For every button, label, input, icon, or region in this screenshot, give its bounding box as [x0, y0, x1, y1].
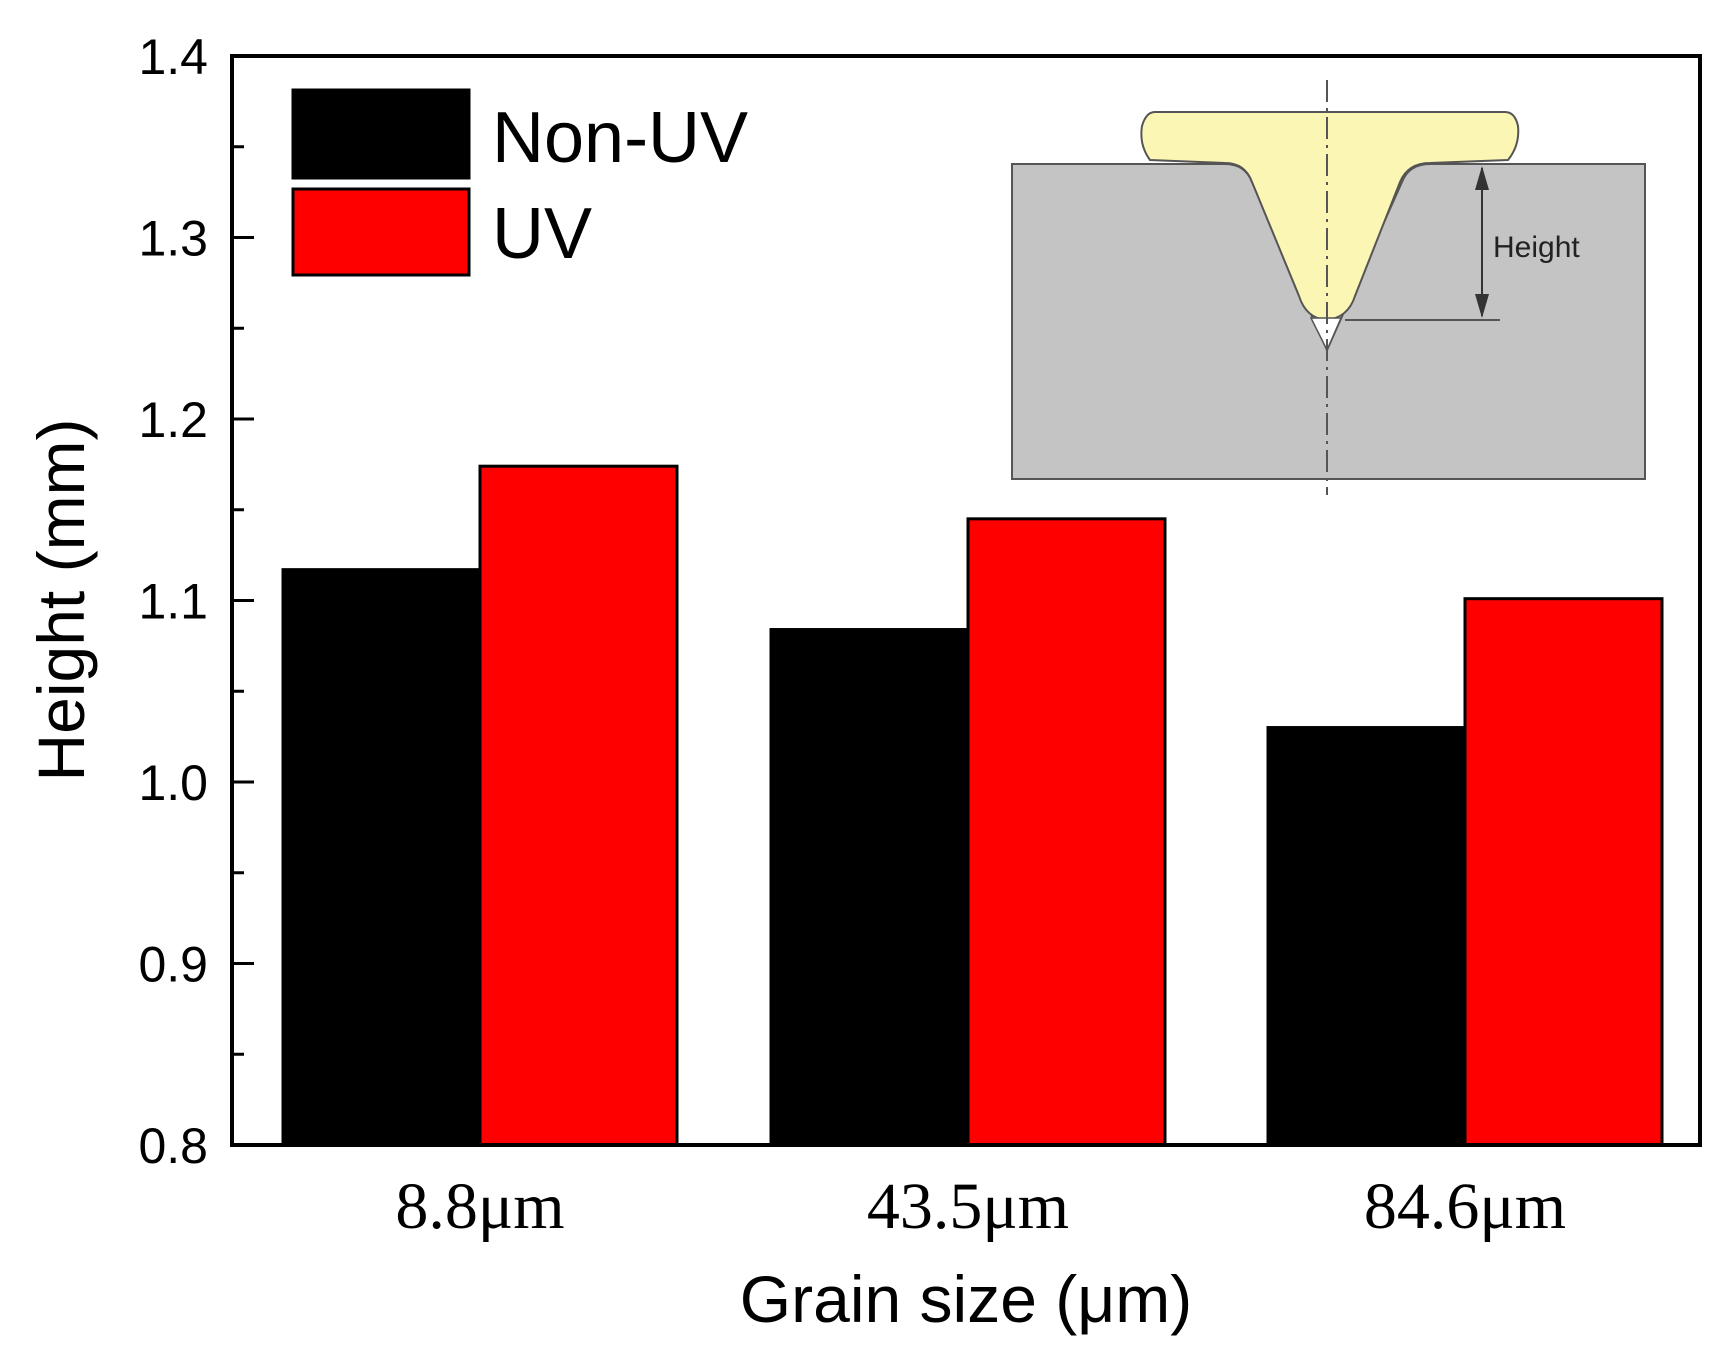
y-tick-label: 1.0 — [138, 755, 208, 811]
legend-label-uv: UV — [492, 194, 592, 274]
legend: Non-UV UV — [291, 88, 748, 277]
y-tick-label: 1.1 — [138, 574, 208, 630]
x-axis-title: Grain size (μm) — [740, 1262, 1192, 1336]
y-tick-label: 1.2 — [138, 392, 208, 448]
y-axis-title: Height (mm) — [24, 418, 98, 781]
y-tick-label: 0.8 — [138, 1118, 208, 1174]
y-ticks-group: 0.8 0.9 1.0 1.1 1.2 1.3 1.4 — [138, 29, 254, 1174]
legend-label-non-uv: Non-UV — [492, 98, 748, 178]
bar-uv-1 — [478, 464, 679, 1147]
inset-height-label: Height — [1493, 231, 1580, 264]
inset-arrow-head-top — [1475, 166, 1489, 190]
legend-swatch-non-uv — [291, 88, 471, 180]
bar-uv-3 — [1463, 597, 1664, 1147]
bar-uv-2 — [966, 517, 1167, 1147]
inset-arrow-head-bottom — [1475, 294, 1489, 318]
bar-non-uv-3 — [1266, 726, 1467, 1147]
x-tick-label: 43.5μm — [867, 1170, 1069, 1243]
bar-non-uv-1 — [281, 568, 482, 1147]
x-tick-label: 8.8μm — [395, 1170, 564, 1243]
legend-swatch-uv — [291, 187, 471, 277]
x-tick-labels-group: 8.8μm 43.5μm 84.6μm — [395, 1170, 1566, 1243]
bar-non-uv-2 — [769, 628, 970, 1147]
bars-group — [281, 464, 1664, 1147]
y-tick-label: 1.3 — [138, 211, 208, 267]
x-tick-label: 84.6μm — [1364, 1170, 1566, 1243]
y-tick-label: 1.4 — [138, 29, 208, 85]
inset-diagram: Height — [1011, 80, 1646, 495]
y-tick-label: 0.9 — [138, 937, 208, 993]
